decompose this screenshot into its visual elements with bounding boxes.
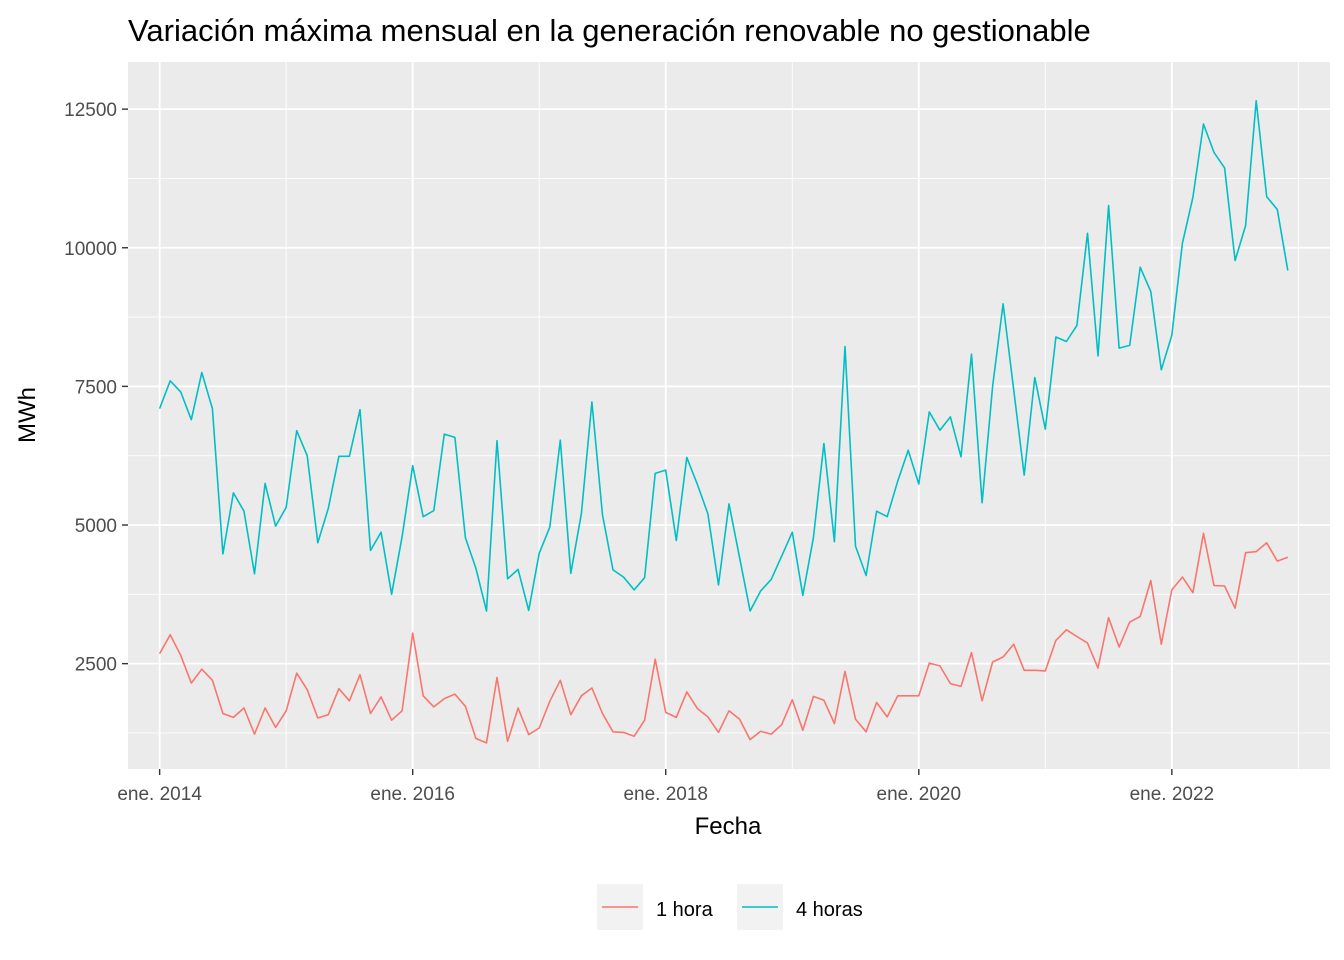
minor-gridlines — [128, 62, 1330, 769]
x-axis: ene. 2014 ene. 2016 ene. 2018 ene. 2020 ene.… — [117, 769, 1214, 805]
y-tick-label: 7500 — [75, 377, 117, 398]
legend-label: 1 hora — [656, 899, 714, 921]
series-lines — [158, 100, 1289, 744]
legend-label: 4 horas — [796, 899, 863, 921]
x-tick-label: ene. 2014 — [117, 784, 202, 805]
chart-title: Variación máxima mensual en la generació… — [128, 13, 1091, 48]
y-axis: 2500 5000 7500 10000 12500 — [64, 100, 128, 676]
x-tick-label: ene. 2016 — [370, 784, 455, 805]
x-tick-label: ene. 2020 — [877, 784, 962, 805]
y-tick-label: 2500 — [75, 655, 117, 676]
y-tick-label: 12500 — [64, 100, 117, 121]
x-tick-label: ene. 2022 — [1130, 784, 1215, 805]
legend: 1 hora 4 horas — [597, 884, 863, 930]
series-line-1-hora — [158, 532, 1289, 744]
y-tick-label: 10000 — [64, 239, 117, 260]
y-axis-title: MWh — [14, 387, 41, 443]
x-axis-title: Fecha — [695, 813, 762, 840]
x-tick-label: ene. 2018 — [623, 784, 708, 805]
major-gridlines — [128, 62, 1330, 769]
series-line-4-horas — [158, 100, 1289, 612]
y-tick-label: 5000 — [75, 516, 117, 537]
plot-panel — [128, 62, 1330, 769]
